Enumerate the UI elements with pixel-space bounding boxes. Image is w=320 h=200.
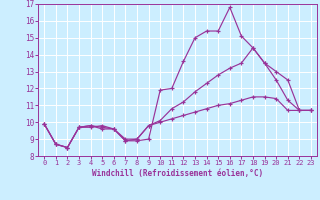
X-axis label: Windchill (Refroidissement éolien,°C): Windchill (Refroidissement éolien,°C) [92, 169, 263, 178]
